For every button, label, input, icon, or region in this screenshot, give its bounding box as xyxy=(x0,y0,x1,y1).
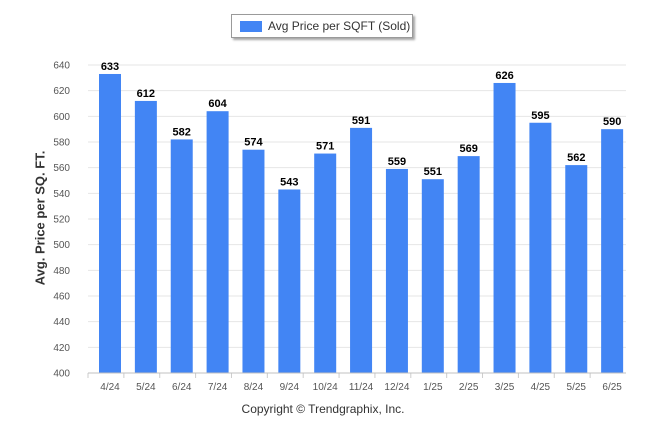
bar xyxy=(99,73,121,373)
legend-swatch xyxy=(240,20,262,32)
y-tick-label: 480 xyxy=(53,266,70,277)
copyright-text: Copyright © Trendgraphix, Inc. xyxy=(241,402,405,416)
y-tick-label: 560 xyxy=(53,163,70,174)
x-tick-label: 4/24 xyxy=(100,382,120,393)
y-axis-label: Avg. Price per SQ. FT. xyxy=(32,150,48,286)
x-tick-label: 4/25 xyxy=(531,382,551,393)
bar xyxy=(457,156,480,373)
x-tick-label: 3/25 xyxy=(495,382,515,393)
bar xyxy=(206,111,229,373)
y-axis-ticks: 400 420 440 460 480 500 520 540 560 580 600 620 640 xyxy=(53,61,70,380)
y-tick-label: 520 xyxy=(53,215,70,226)
bar xyxy=(314,153,337,373)
y-tick-label: 420 xyxy=(53,343,70,354)
data-label: 571 xyxy=(316,141,334,153)
data-label: 633 xyxy=(101,61,119,73)
bar xyxy=(242,149,265,373)
data-label: 591 xyxy=(352,115,370,127)
legend-label: Avg Price per SQFT (Sold) xyxy=(268,19,411,33)
y-tick-label: 600 xyxy=(53,112,70,123)
data-label: 551 xyxy=(424,166,442,178)
x-tick-label: 5/25 xyxy=(567,382,587,393)
bar xyxy=(493,82,516,373)
bar xyxy=(134,100,157,373)
bar xyxy=(278,189,301,373)
bar xyxy=(350,127,373,373)
data-label: 582 xyxy=(173,126,191,138)
data-label: 595 xyxy=(531,110,549,122)
x-tick-label: 9/24 xyxy=(280,382,300,393)
legend: Avg Price per SQFT (Sold) xyxy=(231,14,413,38)
bar xyxy=(385,168,408,373)
x-tick-label: 1/25 xyxy=(423,382,443,393)
x-tick-label: 8/24 xyxy=(244,382,264,393)
y-tick-label: 400 xyxy=(53,369,70,380)
data-label: 604 xyxy=(208,98,227,110)
x-tick-label: 7/24 xyxy=(208,382,228,393)
x-tick-label: 11/24 xyxy=(349,382,374,393)
x-tick-label: 6/25 xyxy=(602,382,622,393)
x-tick-label: 5/24 xyxy=(136,382,156,393)
data-label: 574 xyxy=(244,137,263,149)
data-label: 612 xyxy=(137,88,155,100)
bar xyxy=(529,122,552,373)
y-tick-label: 640 xyxy=(53,61,70,72)
x-axis-ticks: 4/24 5/24 6/24 7/24 8/24 9/24 10/24 11/24 12/24 1… xyxy=(87,373,622,393)
y-tick-label: 440 xyxy=(53,317,70,328)
data-label: 590 xyxy=(603,116,621,128)
x-tick-label: 12/24 xyxy=(384,382,409,393)
data-labels: 633 612 582 604 574 543 571 591 559 551 569 626 595 5… xyxy=(101,61,621,189)
bar xyxy=(170,139,193,373)
bars xyxy=(99,73,624,373)
x-tick-label: 10/24 xyxy=(313,382,338,393)
bar xyxy=(601,129,624,373)
bar xyxy=(565,165,588,373)
data-label: 543 xyxy=(280,176,298,188)
data-label: 562 xyxy=(567,152,585,164)
data-label: 559 xyxy=(388,156,406,168)
y-tick-label: 620 xyxy=(53,86,70,97)
y-tick-label: 500 xyxy=(53,240,70,251)
data-label: 569 xyxy=(459,143,477,155)
y-tick-label: 460 xyxy=(53,292,70,303)
data-label: 626 xyxy=(495,70,513,82)
bar xyxy=(421,179,444,373)
x-tick-label: 2/25 xyxy=(459,382,479,393)
y-tick-label: 580 xyxy=(53,138,70,149)
y-tick-label: 540 xyxy=(53,189,70,200)
x-tick-label: 6/24 xyxy=(172,382,192,393)
